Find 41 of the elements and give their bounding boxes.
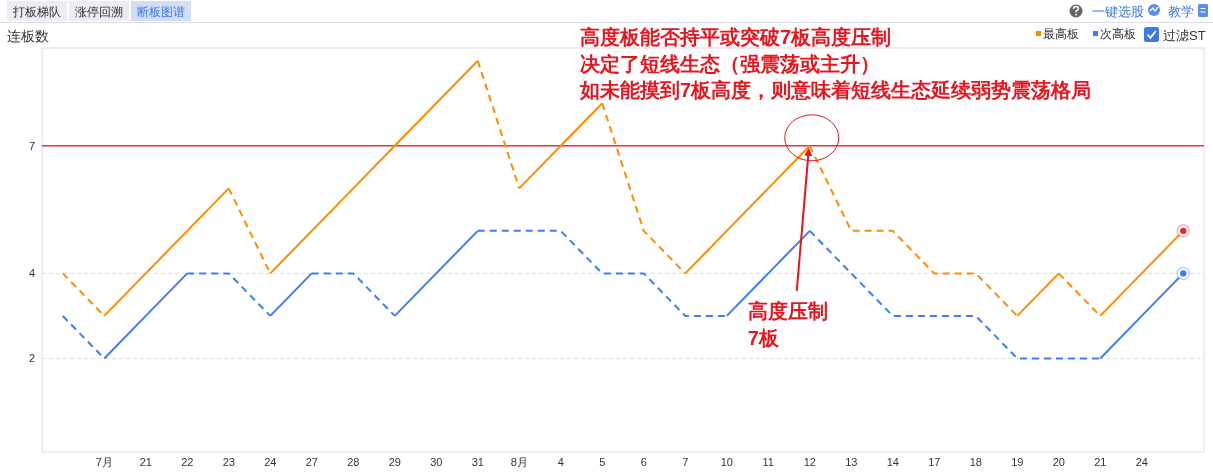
tab: 打板梯队: [7, 1, 67, 21]
x-tick-label: 5: [599, 456, 606, 468]
x-tick-label: 23: [222, 456, 235, 468]
x-tick-label: 6: [640, 456, 647, 468]
y-tick-label: 7: [28, 139, 35, 152]
x-tick-label: 4: [557, 456, 564, 468]
x-tick-label: 31: [471, 456, 484, 468]
y-tick-label: 2: [28, 352, 35, 365]
x-tick-label: 12: [803, 456, 816, 468]
legend-label: 次高板: [1100, 27, 1136, 41]
annotation: 高度压制: [747, 299, 828, 322]
x-tick-label: 24: [264, 456, 277, 468]
x-tick-label: 21: [1094, 456, 1107, 468]
x-tick-label: 11: [762, 456, 774, 468]
x-tick-label: 7: [682, 456, 689, 468]
link: 一键选股: [1092, 4, 1144, 19]
x-tick-label: 30: [430, 456, 443, 468]
x-tick-label: 17: [928, 456, 941, 468]
legend-item: 次高板: [1093, 27, 1136, 41]
y-axis-title: 连板数: [7, 28, 49, 44]
x-tick-label: 7月: [95, 456, 113, 468]
x-tick-label: 19: [1011, 456, 1024, 468]
x-tick-label: 29: [388, 456, 401, 468]
legend-item: 最高板: [1036, 27, 1079, 41]
tab: 涨停回溯: [69, 1, 129, 21]
legend-label: 最高板: [1043, 27, 1079, 41]
checkbox-label: 过滤ST: [1163, 28, 1206, 43]
x-tick-label: 13: [845, 456, 858, 468]
x-tick-label: 20: [1052, 456, 1065, 468]
tab: 断板图谱: [131, 1, 191, 21]
x-tick-label: 21: [139, 456, 152, 468]
y-tick-label: 4: [28, 267, 35, 280]
x-tick-label: 10: [720, 456, 733, 468]
x-tick-label: 24: [1135, 456, 1148, 468]
link: 教学: [1168, 4, 1194, 19]
x-tick-label: 18: [969, 456, 982, 468]
x-tick-label: 14: [886, 456, 899, 468]
x-tick-label: 22: [181, 456, 194, 468]
x-tick-label: 28: [347, 456, 360, 468]
x-tick-label: 27: [305, 456, 318, 468]
x-tick-label: 8月: [510, 456, 528, 468]
